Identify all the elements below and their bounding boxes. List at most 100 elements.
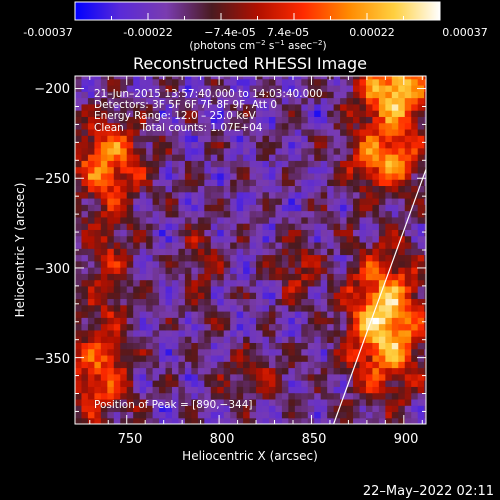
heatmap-cell <box>359 166 367 174</box>
heatmap-cell <box>126 210 134 218</box>
heatmap-cell <box>107 110 115 117</box>
heatmap-cell <box>236 116 244 124</box>
heatmap-cell <box>281 336 289 343</box>
heatmap-cell <box>171 91 180 99</box>
heatmap-cell <box>365 411 374 419</box>
heatmap-cell <box>126 122 134 130</box>
heatmap-cell <box>165 292 173 300</box>
heatmap-cell <box>365 116 374 124</box>
heatmap-cell <box>87 210 95 218</box>
heatmap-cell <box>288 329 296 337</box>
heatmap-cell <box>171 336 180 343</box>
heatmap-cell <box>197 223 205 230</box>
heatmap-cell <box>372 154 380 161</box>
heatmap-cell <box>398 367 406 375</box>
heatmap-cell <box>126 398 134 406</box>
heatmap-cell <box>217 147 225 155</box>
heatmap-cell <box>391 304 399 312</box>
heatmap-cell <box>223 172 231 180</box>
heatmap-cell <box>320 411 328 419</box>
heatmap-cell <box>327 116 335 124</box>
heatmap-cell <box>378 78 386 86</box>
heatmap-cell <box>307 279 315 287</box>
heatmap-cell <box>120 298 128 306</box>
heatmap-cell <box>417 210 425 218</box>
heatmap-cell <box>191 166 199 174</box>
heatmap-cell <box>204 160 212 168</box>
heatmap-cell <box>191 304 199 312</box>
heatmap-cell <box>385 76 393 80</box>
heatmap-cell <box>294 154 302 161</box>
heatmap-cell <box>281 210 289 218</box>
heatmap-cell <box>340 292 348 300</box>
heatmap-cell <box>126 411 134 419</box>
heatmap-cell <box>340 78 348 86</box>
heatmap-cell <box>107 367 115 375</box>
heatmap-cell <box>223 398 231 406</box>
heatmap-cell <box>146 128 154 136</box>
heatmap-cell <box>126 267 134 274</box>
heatmap-cell <box>184 84 192 92</box>
heatmap-cell <box>87 172 95 180</box>
heatmap-cell <box>262 417 270 424</box>
heatmap-cell <box>210 329 218 337</box>
heatmap-cell <box>126 128 134 136</box>
heatmap-cell <box>275 317 283 325</box>
heatmap-cell <box>327 386 335 394</box>
heatmap-cell <box>107 411 115 419</box>
heatmap-cell <box>340 348 348 356</box>
heatmap-cell <box>372 223 380 230</box>
heatmap-cell <box>262 135 270 143</box>
heatmap-cell <box>197 210 205 218</box>
heatmap-cell <box>385 160 393 168</box>
heatmap-cell <box>94 405 102 413</box>
heatmap-cell <box>314 373 322 381</box>
heatmap-cell <box>424 91 426 99</box>
heatmap-cell <box>365 223 374 230</box>
heatmap-cell <box>75 128 83 136</box>
heatmap-cell <box>191 386 199 394</box>
heatmap-cell <box>133 373 141 381</box>
heatmap-cell <box>133 141 141 149</box>
heatmap-cell <box>340 216 348 224</box>
heatmap-cell <box>100 204 108 212</box>
heatmap-cell <box>81 229 89 237</box>
heatmap-cell <box>165 267 173 274</box>
heatmap-cell <box>391 97 399 105</box>
heatmap-cell <box>327 147 335 155</box>
heatmap-cell <box>126 179 134 187</box>
heatmap-cell <box>262 254 270 262</box>
heatmap-cell <box>171 348 180 356</box>
heatmap-cell <box>320 160 328 168</box>
heatmap-cell <box>385 392 393 400</box>
heatmap-cell <box>191 78 199 86</box>
heatmap-cell <box>107 216 115 224</box>
heatmap-cell <box>411 179 419 187</box>
heatmap-cell <box>359 141 367 149</box>
heatmap-cell <box>281 197 289 205</box>
heatmap-cell <box>178 342 186 350</box>
heatmap-cell <box>320 323 328 331</box>
heatmap-cell <box>120 166 128 174</box>
heatmap-cell <box>301 135 309 143</box>
heatmap-cell <box>314 292 322 300</box>
heatmap-cell <box>133 348 141 356</box>
heatmap-cell <box>178 398 186 406</box>
heatmap-cell <box>184 166 192 174</box>
heatmap-cell <box>424 160 426 168</box>
heatmap-cell <box>217 241 225 249</box>
heatmap-cell <box>404 260 412 268</box>
heatmap-cell <box>243 279 251 287</box>
heatmap-cell <box>159 392 167 400</box>
heatmap-cell <box>87 304 95 312</box>
heatmap-cell <box>372 147 380 155</box>
heatmap-cell <box>171 147 180 155</box>
heatmap-cell <box>133 354 141 362</box>
heatmap-cell <box>391 279 399 287</box>
heatmap-cell <box>333 405 341 413</box>
heatmap-cell <box>165 179 173 187</box>
heatmap-cell <box>256 191 264 199</box>
heatmap-cell <box>327 91 335 99</box>
heatmap-cell <box>327 310 335 318</box>
heatmap-cell <box>171 292 180 300</box>
